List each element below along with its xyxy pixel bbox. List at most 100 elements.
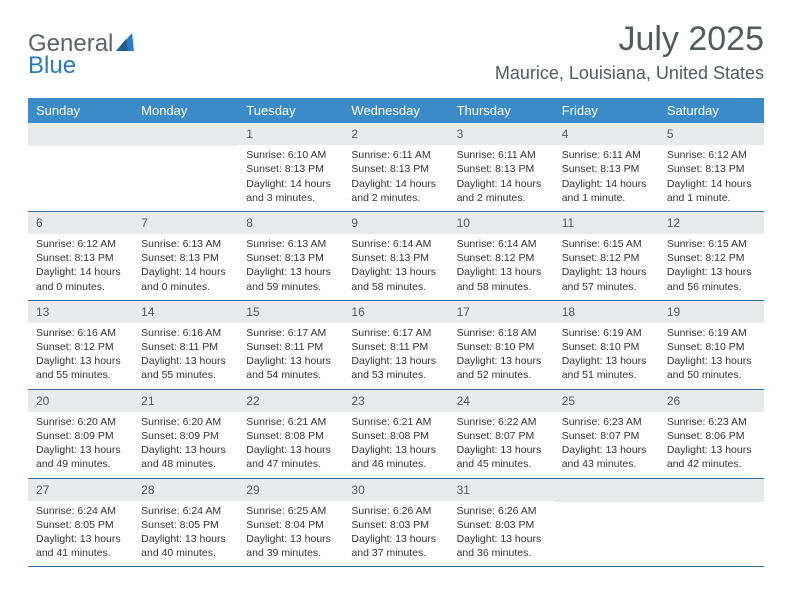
header: General July 2025 Maurice, Louisiana, Un… <box>28 20 764 84</box>
daylight-text: Daylight: 13 hours and 48 minutes. <box>141 443 230 471</box>
day-number: 22 <box>238 390 343 412</box>
sunset-text: Sunset: 8:11 PM <box>246 340 335 354</box>
cell-body: Sunrise: 6:17 AMSunset: 8:11 PMDaylight:… <box>238 323 343 389</box>
daylight-text: Daylight: 13 hours and 36 minutes. <box>457 532 546 560</box>
sunrise-text: Sunrise: 6:25 AM <box>246 504 335 518</box>
sunrise-text: Sunrise: 6:17 AM <box>351 326 440 340</box>
sunset-text: Sunset: 8:07 PM <box>457 429 546 443</box>
calendar-week: 1Sunrise: 6:10 AMSunset: 8:13 PMDaylight… <box>28 123 764 212</box>
sunset-text: Sunset: 8:12 PM <box>667 251 756 265</box>
calendar-cell: 25Sunrise: 6:23 AMSunset: 8:07 PMDayligh… <box>554 390 659 478</box>
calendar-cell: 22Sunrise: 6:21 AMSunset: 8:08 PMDayligh… <box>238 390 343 478</box>
daylight-text: Daylight: 13 hours and 59 minutes. <box>246 265 335 293</box>
title-block: July 2025 Maurice, Louisiana, United Sta… <box>495 20 764 84</box>
sunrise-text: Sunrise: 6:24 AM <box>36 504 125 518</box>
sunrise-text: Sunrise: 6:26 AM <box>457 504 546 518</box>
sunset-text: Sunset: 8:13 PM <box>36 251 125 265</box>
sunrise-text: Sunrise: 6:15 AM <box>667 237 756 251</box>
sunset-text: Sunset: 8:10 PM <box>562 340 651 354</box>
daylight-text: Daylight: 14 hours and 3 minutes. <box>246 177 335 205</box>
cell-body: Sunrise: 6:24 AMSunset: 8:05 PMDaylight:… <box>133 501 238 567</box>
calendar-week: 27Sunrise: 6:24 AMSunset: 8:05 PMDayligh… <box>28 479 764 568</box>
calendar-cell: 11Sunrise: 6:15 AMSunset: 8:12 PMDayligh… <box>554 212 659 300</box>
day-number: 7 <box>133 212 238 234</box>
location-subtitle: Maurice, Louisiana, United States <box>495 63 764 84</box>
cell-body: Sunrise: 6:19 AMSunset: 8:10 PMDaylight:… <box>659 323 764 389</box>
sunrise-text: Sunrise: 6:26 AM <box>351 504 440 518</box>
cell-body: Sunrise: 6:16 AMSunset: 8:11 PMDaylight:… <box>133 323 238 389</box>
sunrise-text: Sunrise: 6:19 AM <box>667 326 756 340</box>
calendar-cell: 18Sunrise: 6:19 AMSunset: 8:10 PMDayligh… <box>554 301 659 389</box>
cell-body: Sunrise: 6:17 AMSunset: 8:11 PMDaylight:… <box>343 323 448 389</box>
day-number: 14 <box>133 301 238 323</box>
daylight-text: Daylight: 13 hours and 45 minutes. <box>457 443 546 471</box>
daylight-text: Daylight: 13 hours and 46 minutes. <box>351 443 440 471</box>
sunrise-text: Sunrise: 6:10 AM <box>246 148 335 162</box>
cell-body: Sunrise: 6:20 AMSunset: 8:09 PMDaylight:… <box>28 412 133 478</box>
sunrise-text: Sunrise: 6:21 AM <box>246 415 335 429</box>
cell-body: Sunrise: 6:16 AMSunset: 8:12 PMDaylight:… <box>28 323 133 389</box>
sunset-text: Sunset: 8:03 PM <box>457 518 546 532</box>
sunrise-text: Sunrise: 6:11 AM <box>351 148 440 162</box>
cell-body: Sunrise: 6:26 AMSunset: 8:03 PMDaylight:… <box>343 501 448 567</box>
sunrise-text: Sunrise: 6:15 AM <box>562 237 651 251</box>
sunset-text: Sunset: 8:13 PM <box>351 251 440 265</box>
day-number: 29 <box>238 479 343 501</box>
calendar-cell: 6Sunrise: 6:12 AMSunset: 8:13 PMDaylight… <box>28 212 133 300</box>
cell-body: Sunrise: 6:11 AMSunset: 8:13 PMDaylight:… <box>554 145 659 211</box>
sunrise-text: Sunrise: 6:11 AM <box>457 148 546 162</box>
calendar-cell: 1Sunrise: 6:10 AMSunset: 8:13 PMDaylight… <box>238 123 343 211</box>
daylight-text: Daylight: 13 hours and 40 minutes. <box>141 532 230 560</box>
day-number <box>133 123 238 146</box>
sunrise-text: Sunrise: 6:23 AM <box>562 415 651 429</box>
day-number: 23 <box>343 390 448 412</box>
sunset-text: Sunset: 8:04 PM <box>246 518 335 532</box>
cell-body: Sunrise: 6:11 AMSunset: 8:13 PMDaylight:… <box>343 145 448 211</box>
daylight-text: Daylight: 14 hours and 1 minute. <box>667 177 756 205</box>
daylight-text: Daylight: 13 hours and 43 minutes. <box>562 443 651 471</box>
cell-body: Sunrise: 6:14 AMSunset: 8:13 PMDaylight:… <box>343 234 448 300</box>
calendar-cell <box>28 123 133 211</box>
sunrise-text: Sunrise: 6:22 AM <box>457 415 546 429</box>
sunrise-text: Sunrise: 6:19 AM <box>562 326 651 340</box>
weeks-container: 1Sunrise: 6:10 AMSunset: 8:13 PMDaylight… <box>28 123 764 567</box>
day-number: 28 <box>133 479 238 501</box>
calendar-cell: 16Sunrise: 6:17 AMSunset: 8:11 PMDayligh… <box>343 301 448 389</box>
day-number: 1 <box>238 123 343 145</box>
weekday-header: Sunday Monday Tuesday Wednesday Thursday… <box>28 98 764 123</box>
day-number: 4 <box>554 123 659 145</box>
day-number: 30 <box>343 479 448 501</box>
sunset-text: Sunset: 8:08 PM <box>351 429 440 443</box>
calendar-cell: 2Sunrise: 6:11 AMSunset: 8:13 PMDaylight… <box>343 123 448 211</box>
daylight-text: Daylight: 14 hours and 0 minutes. <box>141 265 230 293</box>
day-number: 15 <box>238 301 343 323</box>
calendar-cell: 14Sunrise: 6:16 AMSunset: 8:11 PMDayligh… <box>133 301 238 389</box>
sunset-text: Sunset: 8:13 PM <box>667 162 756 176</box>
sunrise-text: Sunrise: 6:16 AM <box>36 326 125 340</box>
sunset-text: Sunset: 8:10 PM <box>457 340 546 354</box>
weekday-label: Saturday <box>659 98 764 123</box>
day-number: 17 <box>449 301 554 323</box>
sunset-text: Sunset: 8:13 PM <box>246 251 335 265</box>
daylight-text: Daylight: 14 hours and 2 minutes. <box>351 177 440 205</box>
calendar-cell <box>659 479 764 567</box>
day-number: 26 <box>659 390 764 412</box>
sunset-text: Sunset: 8:08 PM <box>246 429 335 443</box>
daylight-text: Daylight: 13 hours and 55 minutes. <box>36 354 125 382</box>
sunrise-text: Sunrise: 6:23 AM <box>667 415 756 429</box>
weekday-label: Wednesday <box>343 98 448 123</box>
sunset-text: Sunset: 8:12 PM <box>457 251 546 265</box>
calendar-cell: 13Sunrise: 6:16 AMSunset: 8:12 PMDayligh… <box>28 301 133 389</box>
sunrise-text: Sunrise: 6:17 AM <box>246 326 335 340</box>
daylight-text: Daylight: 13 hours and 58 minutes. <box>351 265 440 293</box>
weekday-label: Tuesday <box>238 98 343 123</box>
calendar-cell: 31Sunrise: 6:26 AMSunset: 8:03 PMDayligh… <box>449 479 554 567</box>
calendar-cell: 15Sunrise: 6:17 AMSunset: 8:11 PMDayligh… <box>238 301 343 389</box>
calendar-cell: 23Sunrise: 6:21 AMSunset: 8:08 PMDayligh… <box>343 390 448 478</box>
calendar-cell: 7Sunrise: 6:13 AMSunset: 8:13 PMDaylight… <box>133 212 238 300</box>
day-number: 19 <box>659 301 764 323</box>
calendar-cell: 21Sunrise: 6:20 AMSunset: 8:09 PMDayligh… <box>133 390 238 478</box>
day-number <box>554 479 659 502</box>
day-number: 21 <box>133 390 238 412</box>
calendar-cell: 30Sunrise: 6:26 AMSunset: 8:03 PMDayligh… <box>343 479 448 567</box>
